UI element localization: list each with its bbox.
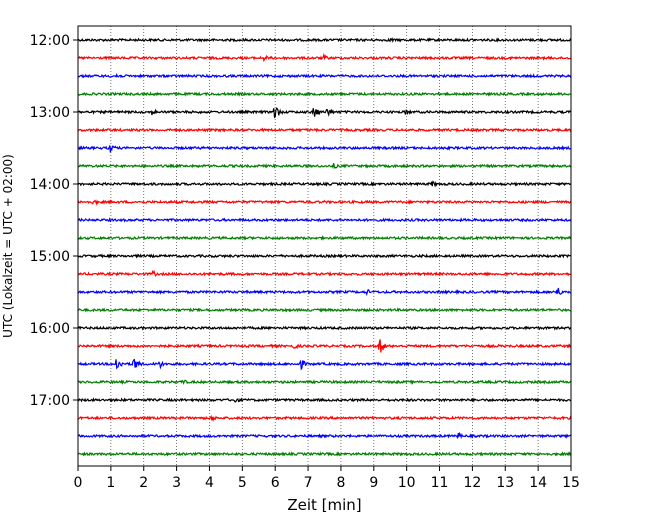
trace-1730 bbox=[77, 431, 572, 440]
grid-lines bbox=[110, 26, 539, 466]
trace-1215 bbox=[77, 52, 572, 63]
y-tick-label-1200: 12:00 bbox=[30, 33, 70, 49]
trace-1615 bbox=[77, 339, 572, 353]
plot-frame bbox=[77, 25, 572, 467]
x-tick-label-6: 6 bbox=[271, 475, 280, 491]
x-tick-label-1: 1 bbox=[106, 475, 115, 491]
x-axis-label: Zeit [min] bbox=[287, 496, 361, 514]
y-tick-label-1300: 13:00 bbox=[30, 105, 70, 121]
x-tick-label-10: 10 bbox=[398, 475, 416, 491]
trace-1245 bbox=[77, 91, 572, 97]
trace-1400 bbox=[77, 180, 572, 188]
trace-1230 bbox=[77, 72, 572, 79]
trace-1515 bbox=[77, 269, 572, 277]
trace-1345 bbox=[77, 162, 572, 170]
trace-1330 bbox=[77, 144, 572, 153]
trace-1445 bbox=[77, 235, 572, 241]
trace-1415 bbox=[77, 199, 572, 206]
y-tick-label-1500: 15:00 bbox=[30, 249, 70, 265]
trace-1645 bbox=[77, 379, 572, 386]
x-tick-label-4: 4 bbox=[205, 475, 214, 491]
trace-1745 bbox=[77, 451, 572, 457]
trace-1430 bbox=[77, 217, 572, 223]
trace-1200 bbox=[77, 37, 572, 43]
x-axis: 0 1 2 3 4 5 6 7 8 9 10 11 12 13 14 15 bbox=[74, 466, 580, 491]
trace-1600 bbox=[77, 325, 572, 331]
trace-1630 bbox=[77, 358, 572, 371]
y-tick-label-1700: 17:00 bbox=[30, 393, 70, 409]
y-axis-label: UTC (Lokalzeit = UTC + 02:00) bbox=[1, 154, 15, 338]
trace-1315 bbox=[77, 127, 572, 133]
x-tick-label-15: 15 bbox=[562, 475, 580, 491]
x-tick-label-11: 11 bbox=[431, 475, 449, 491]
x-tick-label-0: 0 bbox=[74, 475, 83, 491]
trace-1300 bbox=[77, 107, 572, 119]
trace-1530 bbox=[77, 287, 572, 297]
x-tick-label-5: 5 bbox=[238, 475, 247, 491]
trace-1545 bbox=[78, 307, 572, 313]
x-tick-label-8: 8 bbox=[336, 475, 345, 491]
x-tick-label-14: 14 bbox=[529, 475, 547, 491]
y-tick-label-1400: 14:00 bbox=[30, 177, 70, 193]
trace-1715 bbox=[77, 414, 572, 422]
x-tick-label-13: 13 bbox=[496, 475, 514, 491]
x-tick-label-7: 7 bbox=[304, 475, 313, 491]
x-tick-label-3: 3 bbox=[172, 475, 181, 491]
x-tick-label-2: 2 bbox=[139, 475, 148, 491]
y-tick-label-1600: 16:00 bbox=[30, 321, 70, 337]
trace-group bbox=[77, 37, 572, 457]
trace-1700 bbox=[77, 397, 572, 403]
y-axis: 12:00 13:00 14:00 15:00 16:00 17:00 bbox=[30, 33, 78, 409]
x-tick-label-9: 9 bbox=[369, 475, 378, 491]
x-tick-label-12: 12 bbox=[463, 475, 481, 491]
trace-1500 bbox=[77, 253, 572, 259]
